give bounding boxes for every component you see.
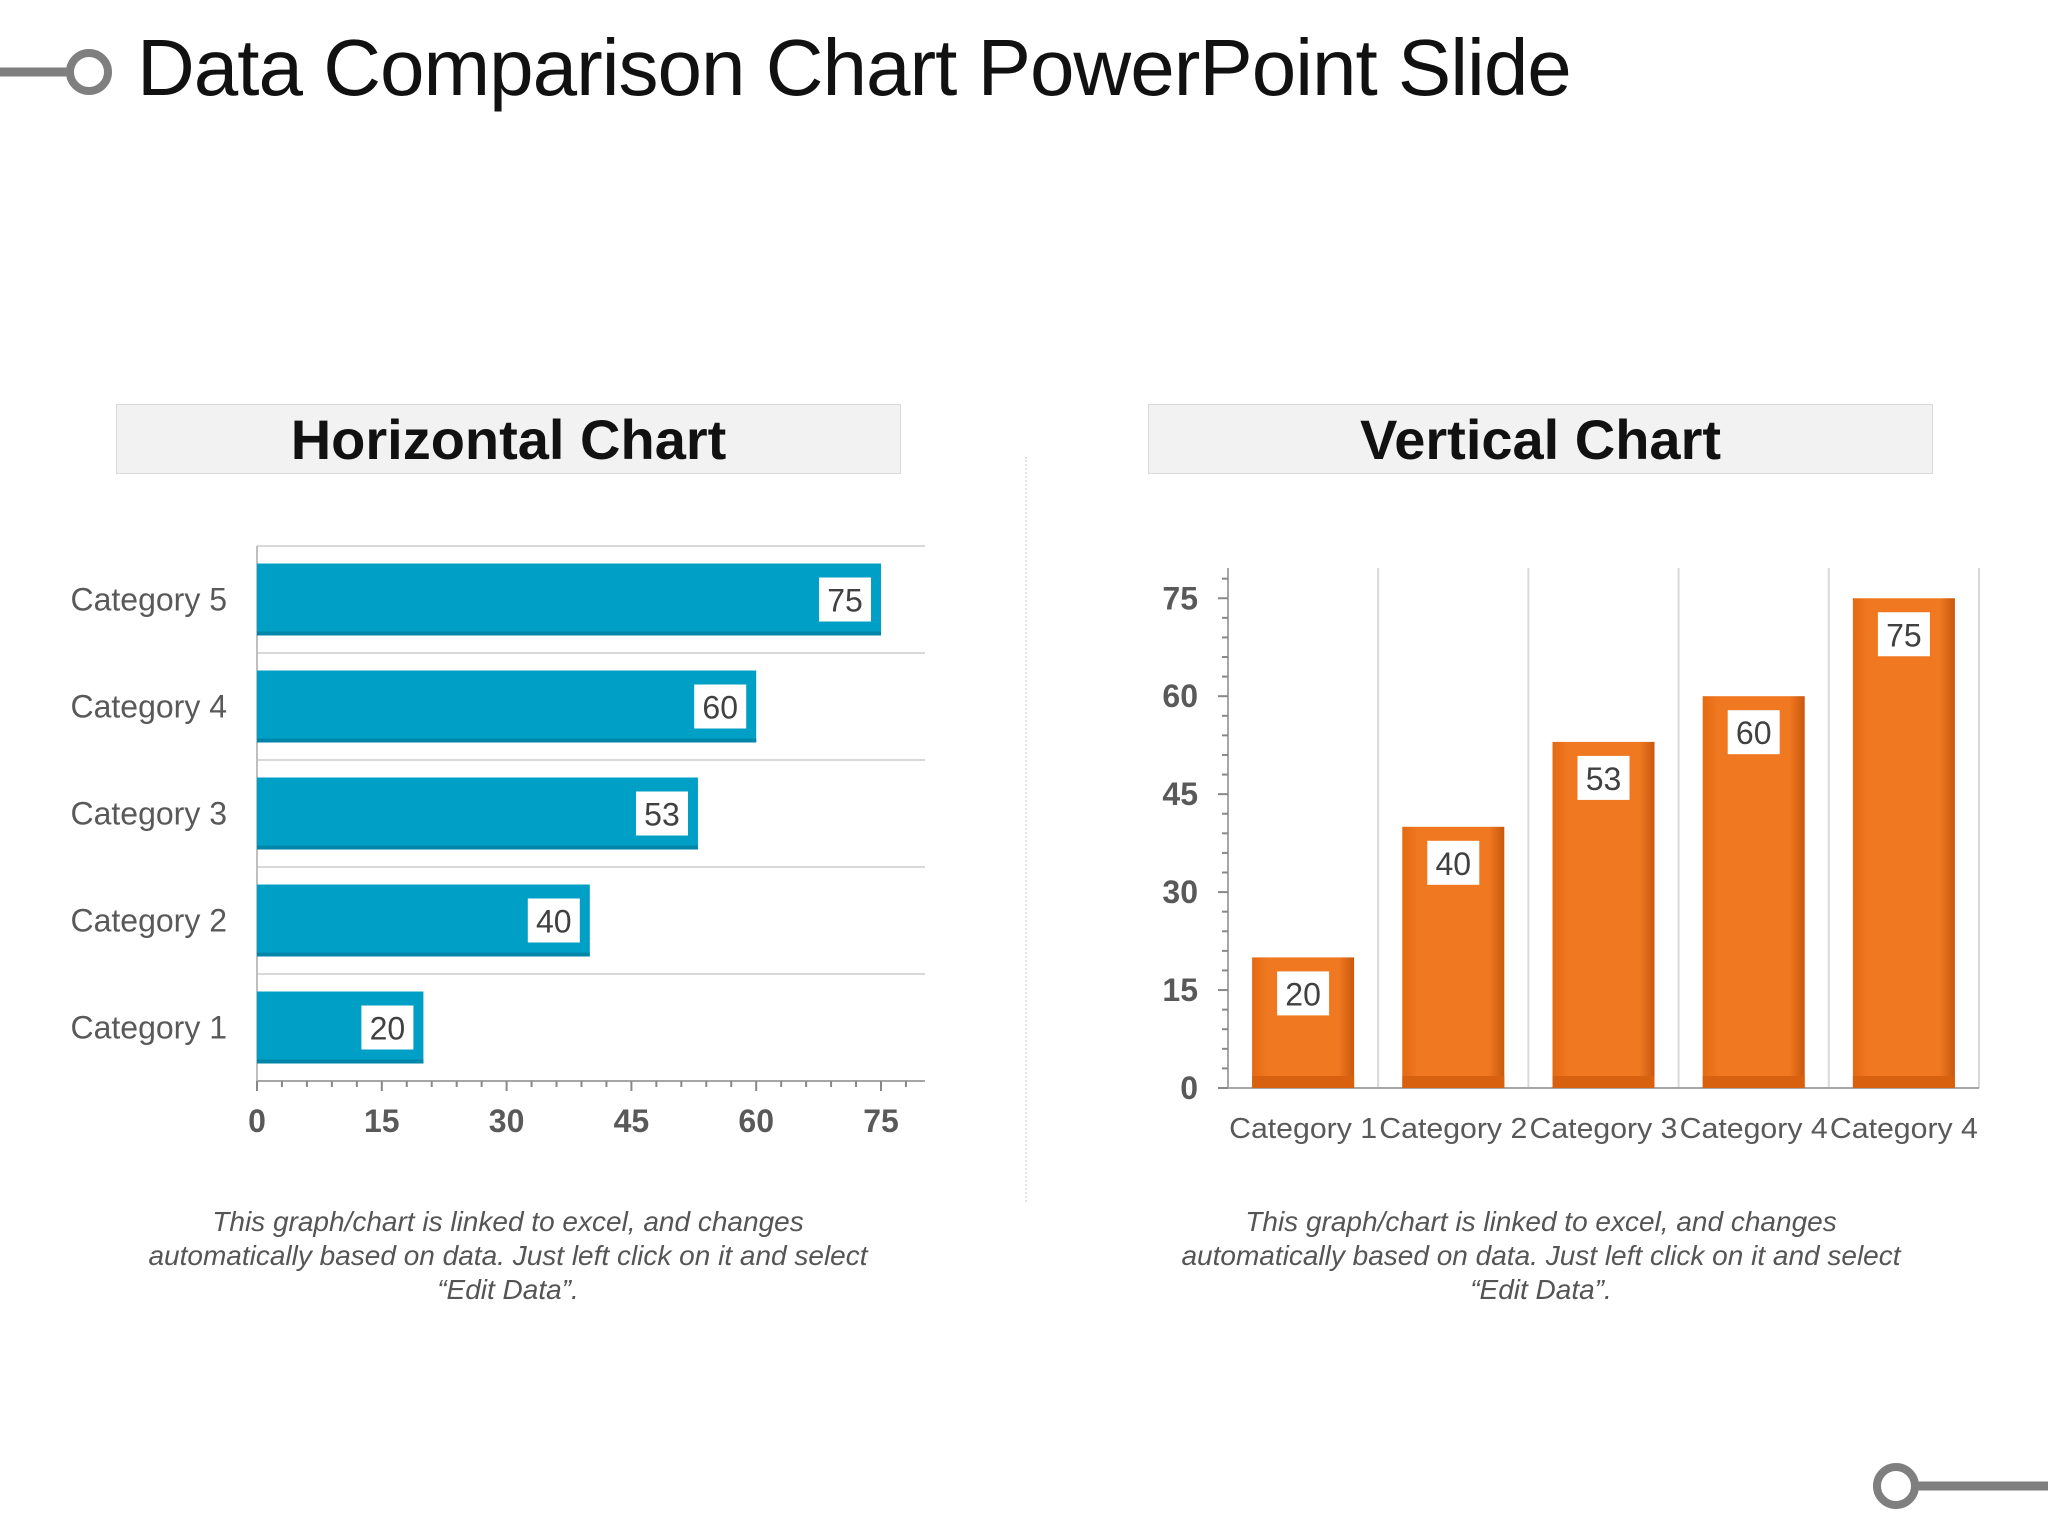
data-label-box [819, 577, 871, 622]
x-tick-label: 30 [489, 1103, 525, 1139]
bar-shadow [1552, 1076, 1655, 1088]
bar-shadow [1402, 1076, 1505, 1088]
y-tick-label: 30 [1162, 874, 1198, 910]
bar-shadow [257, 1059, 424, 1064]
data-label-box [527, 898, 580, 943]
horizontal-chart-header: Horizontal Chart [116, 404, 901, 474]
bar-group: 20 [1252, 957, 1355, 1088]
bar-shadow [1702, 1076, 1805, 1088]
data-label: 40 [536, 904, 572, 940]
top-left-connector-icon [0, 49, 112, 95]
data-label-box [1277, 971, 1330, 1016]
data-label: 40 [1436, 846, 1472, 882]
data-label-box [1877, 612, 1930, 657]
caption-line: automatically based on data. Just left c… [1181, 1240, 1901, 1271]
vertical-chart-caption: This graph/chart is linked to excel, and… [1161, 1205, 1921, 1307]
y-tick-label: 60 [1162, 678, 1198, 714]
data-label: 75 [1886, 617, 1922, 653]
caption-line: “Edit Data”. [1470, 1274, 1612, 1305]
bar [257, 670, 757, 743]
data-label: 20 [370, 1011, 406, 1047]
bar-group: 75 [1852, 598, 1955, 1088]
category-label: Category 4 [1680, 1113, 1828, 1145]
data-label-box [1427, 840, 1480, 885]
bar-shadow [257, 952, 590, 957]
y-tick-label: 45 [1162, 776, 1198, 812]
category-label: Category 3 [1530, 1113, 1678, 1145]
bar [257, 777, 698, 850]
vertical-chart-header: Vertical Chart [1148, 404, 1933, 474]
caption-line: automatically based on data. Just left c… [148, 1240, 868, 1271]
bar-shadow [1852, 1076, 1955, 1088]
caption-line: This graph/chart is linked to excel, and… [1245, 1206, 1837, 1237]
y-tick-label: 15 [1162, 972, 1198, 1008]
horizontal-chart-caption: This graph/chart is linked to excel, and… [128, 1205, 888, 1307]
bar-shadow [1252, 1076, 1355, 1088]
data-label-box [635, 791, 688, 836]
bar-shadow [257, 631, 881, 636]
bottom-right-connector-icon [1873, 1463, 2048, 1509]
data-label-box [694, 684, 747, 729]
divider [1025, 457, 1027, 1202]
data-label: 75 [827, 583, 863, 619]
bar [1852, 598, 1955, 1088]
data-label: 53 [644, 797, 680, 833]
slide-title: Data Comparison Chart PowerPoint Slide [137, 23, 1572, 112]
bar-group: 53 [257, 777, 698, 850]
category-label: Category 4 [70, 689, 227, 725]
x-tick-label: 15 [364, 1103, 400, 1139]
category-label: Category 2 [70, 903, 227, 939]
bar-shadow [257, 845, 698, 850]
data-label: 60 [702, 690, 738, 726]
category-label: Category 1 [70, 1010, 227, 1046]
bar-group: 40 [1402, 826, 1505, 1088]
bar-group: 60 [257, 670, 757, 743]
data-label-box [1727, 710, 1780, 755]
category-label: Category 3 [70, 796, 227, 832]
bar-group: 53 [1552, 741, 1655, 1088]
x-tick-label: 0 [248, 1103, 266, 1139]
data-label-box [361, 1005, 414, 1050]
bar-group: 20 [257, 991, 424, 1064]
x-tick-label: 45 [614, 1103, 650, 1139]
data-label: 20 [1285, 976, 1321, 1012]
bar-group: 75 [257, 563, 881, 636]
category-label: Category 4 [1830, 1113, 1978, 1145]
data-label: 60 [1736, 715, 1772, 751]
category-label: Category 1 [1229, 1113, 1377, 1145]
category-label: Category 2 [1379, 1113, 1527, 1145]
category-label: Category 5 [70, 582, 227, 618]
y-tick-label: 75 [1162, 580, 1198, 616]
bar-shadow [257, 738, 757, 743]
bar-group: 40 [257, 884, 590, 957]
caption-line: “Edit Data”. [437, 1274, 579, 1305]
bar [1702, 696, 1805, 1088]
data-label: 53 [1586, 761, 1622, 797]
bar [257, 563, 881, 636]
y-tick-label: 0 [1180, 1070, 1198, 1106]
caption-line: This graph/chart is linked to excel, and… [212, 1206, 804, 1237]
bar-group: 60 [1702, 696, 1805, 1088]
x-tick-label: 60 [738, 1103, 774, 1139]
x-tick-label: 75 [863, 1103, 899, 1139]
data-label-box [1577, 755, 1630, 800]
